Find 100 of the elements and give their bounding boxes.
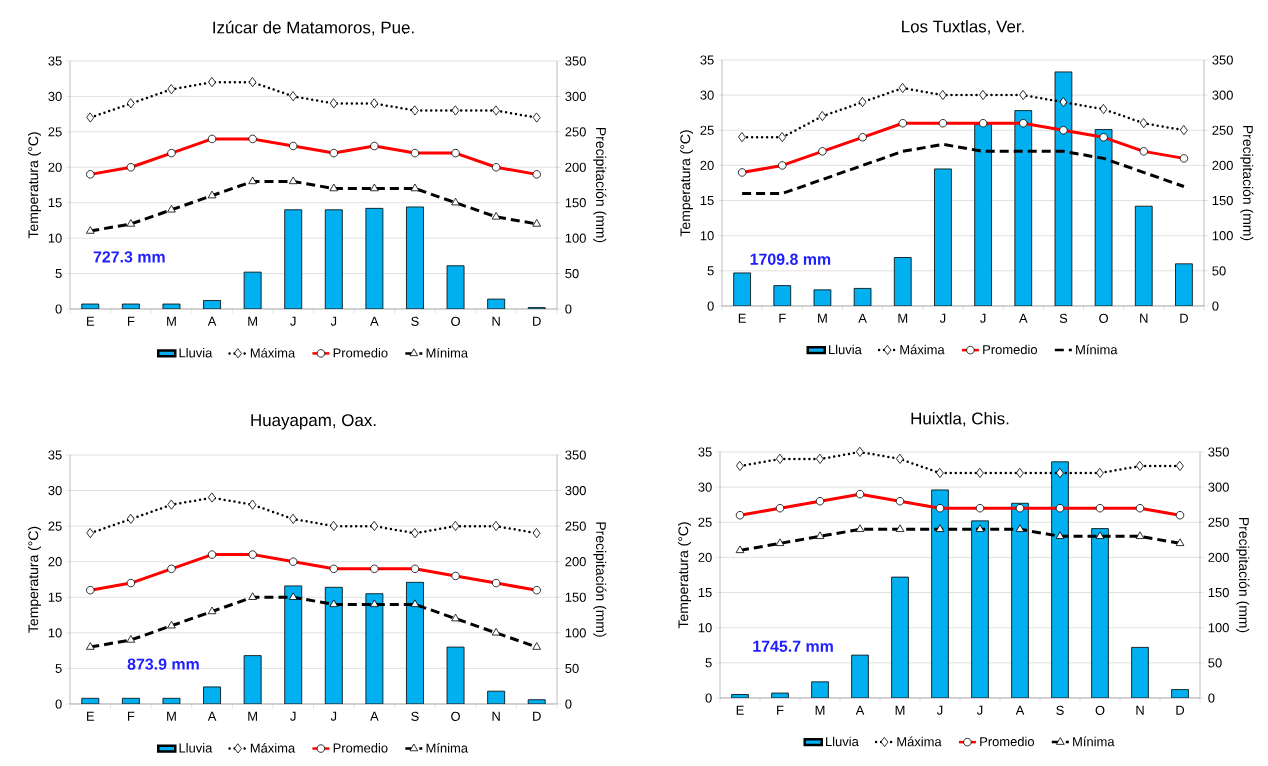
x-tick-label: S — [1056, 705, 1064, 715]
x-tick-label: J — [290, 711, 296, 721]
x-tick-label: D — [1176, 705, 1185, 715]
x-tick-label: F — [777, 705, 784, 715]
y2-tick-label: 300 — [565, 485, 586, 496]
x-tick-label: M — [898, 313, 908, 323]
y2-tick-label: 100 — [1208, 623, 1229, 633]
y-tick-label: 30 — [698, 482, 712, 492]
y-tick-label: 30 — [700, 90, 714, 100]
annotation: 873.9 mm — [127, 658, 199, 670]
y2-tick-label: 250 — [565, 127, 586, 137]
legend-label: Promedio — [983, 344, 1038, 355]
chart-title: Los Tuxtlas, Ver. — [902, 20, 1024, 35]
x-tick-label: J — [936, 705, 943, 715]
y2-tick-label: 50 — [565, 268, 579, 279]
x-tick-label: J — [330, 711, 337, 721]
x-tick-label: J — [976, 705, 983, 715]
chart-title: Huayapam, Oax. — [251, 414, 376, 430]
y-tick-label: 20 — [700, 160, 714, 170]
y2-tick-label: 50 — [565, 663, 579, 673]
y-tick-label: 20 — [48, 557, 62, 567]
y2-tick-label: 350 — [1208, 447, 1229, 457]
y2-tick-label: 350 — [1212, 55, 1233, 65]
y-tick-label: 25 — [48, 521, 62, 531]
y-tick-label: 20 — [698, 552, 712, 562]
y-axis-title: Temperatura (°C) — [677, 522, 691, 629]
legend-label: Lluvia — [826, 736, 859, 747]
y2-tick-label: 150 — [565, 198, 586, 208]
y-tick-label: 10 — [48, 233, 62, 243]
x-tick-label: M — [248, 711, 257, 721]
y-axis-title: Temperatura (°C) — [27, 132, 41, 239]
x-tick-label: E — [736, 705, 744, 715]
x-tick-label: O — [1095, 705, 1105, 715]
x-tick-label: O — [1099, 313, 1109, 323]
y2-tick-label: 200 — [565, 162, 586, 172]
x-tick-label: J — [939, 313, 946, 323]
legend-label: Promedio — [980, 736, 1035, 747]
x-tick-label: A — [1018, 313, 1028, 323]
y2-tick-label: 350 — [565, 450, 586, 460]
legend-label: Lluvia — [829, 344, 862, 355]
y2-axis-title: Precipitación (mm) — [1236, 518, 1250, 633]
y-tick-label: 0 — [55, 699, 62, 709]
x-tick-label: M — [895, 705, 905, 715]
y2-tick-label: 100 — [565, 628, 586, 638]
y-tick-label: 30 — [48, 485, 62, 496]
x-tick-label: M — [818, 313, 827, 323]
x-tick-label: M — [248, 316, 257, 326]
y-tick-label: 15 — [700, 196, 714, 206]
legend-label: Mínima — [1076, 344, 1118, 355]
x-tick-label: F — [127, 711, 135, 721]
y-tick-label: 35 — [700, 55, 714, 65]
y-tick-label: 5 — [707, 266, 714, 276]
x-tick-label: D — [1180, 313, 1188, 323]
x-tick-label: F — [779, 313, 786, 323]
x-tick-label: S — [411, 316, 419, 326]
y-tick-label: 15 — [48, 198, 62, 208]
y-tick-label: 35 — [698, 447, 712, 457]
y2-tick-label: 150 — [1212, 195, 1233, 206]
x-tick-label: E — [738, 313, 746, 323]
legend-label: Mínima — [426, 347, 469, 358]
x-tick-label: O — [451, 316, 460, 326]
x-tick-label: A — [855, 705, 865, 715]
y2-tick-label: 0 — [565, 304, 572, 314]
y2-tick-label: 350 — [565, 56, 586, 66]
y-tick-label: 15 — [48, 592, 62, 602]
y2-tick-label: 50 — [1212, 266, 1226, 276]
annotation: 1745.7 mm — [753, 640, 833, 652]
chart-title: Huixtla, Chis. — [911, 412, 1009, 427]
y2-tick-label: 300 — [1212, 90, 1233, 100]
y-tick-label: 5 — [55, 663, 62, 673]
legend-label: Promedio — [333, 743, 388, 753]
y-tick-label: 25 — [698, 517, 712, 527]
x-tick-label: A — [207, 316, 217, 326]
y-tick-label: 25 — [700, 125, 714, 135]
y-tick-label: 35 — [48, 450, 62, 460]
y2-tick-label: 250 — [1208, 517, 1229, 527]
legend-label: Lluvia — [179, 743, 213, 753]
y-tick-label: 10 — [48, 628, 62, 638]
y2-axis-title: Precipitación (mm) — [1240, 126, 1254, 241]
y-tick-label: 5 — [55, 269, 62, 279]
y2-tick-label: 100 — [565, 233, 586, 243]
y-tick-label: 30 — [48, 91, 62, 101]
y2-tick-label: 0 — [1212, 301, 1219, 311]
x-tick-label: N — [492, 316, 500, 326]
y-axis-title: Temperatura (°C) — [679, 130, 693, 237]
y2-tick-label: 0 — [565, 699, 572, 709]
x-tick-label: N — [492, 711, 500, 721]
x-tick-label: A — [858, 313, 867, 323]
y-tick-label: 0 — [705, 693, 712, 703]
annotation: 1709.8 mm — [750, 253, 831, 265]
chart-title: Izúcar de Matamoros, Pue. — [213, 20, 414, 36]
x-tick-label: J — [290, 316, 296, 326]
x-tick-label: E — [87, 316, 95, 326]
legend-label: Máxima — [250, 347, 296, 358]
x-tick-label: O — [451, 711, 460, 721]
x-tick-label: M — [815, 705, 825, 715]
y-tick-label: 10 — [698, 623, 712, 633]
x-tick-label: M — [167, 711, 176, 721]
x-tick-label: M — [167, 316, 176, 326]
y2-tick-label: 200 — [565, 557, 586, 567]
